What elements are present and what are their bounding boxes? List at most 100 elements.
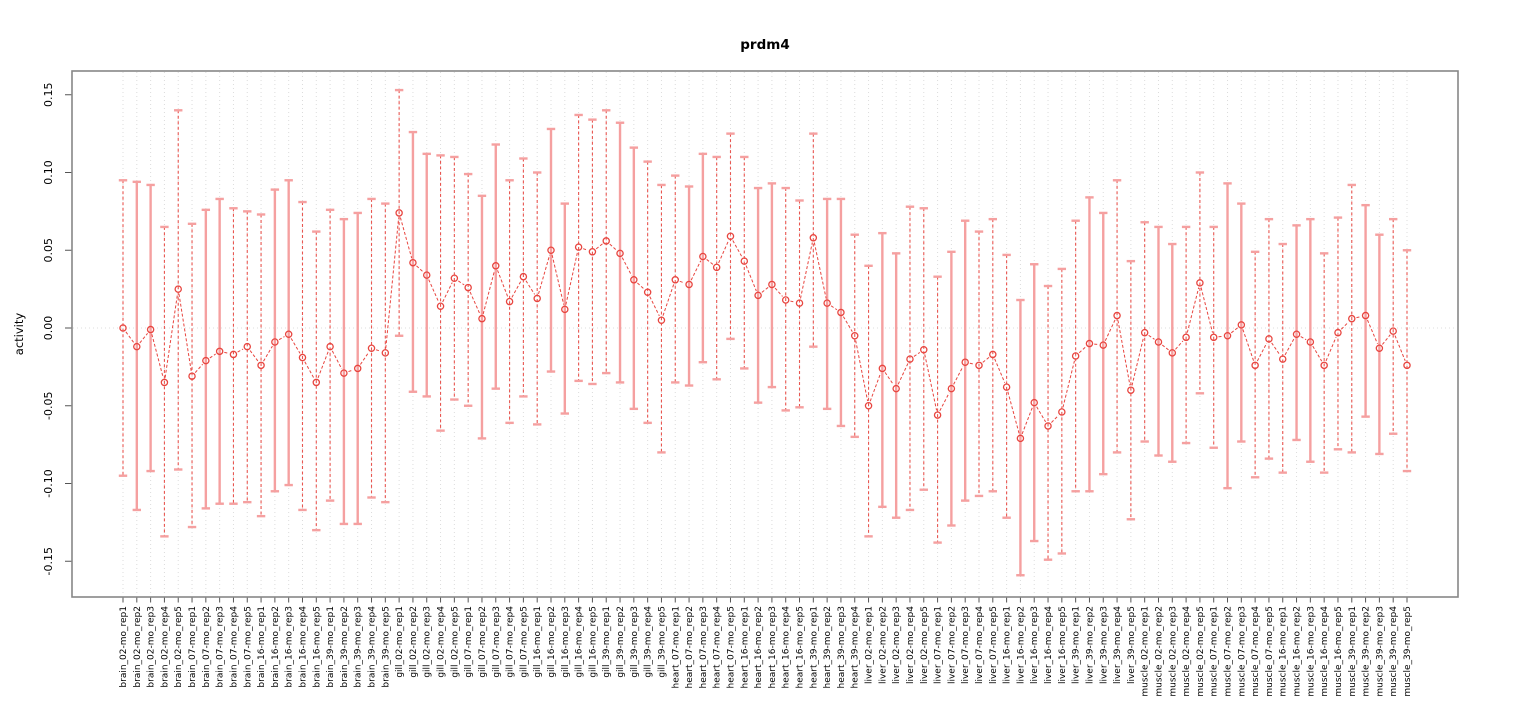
series-segment <box>469 291 481 315</box>
x-tick-label: brain_07-mo_rep3 <box>216 606 226 688</box>
series-segment <box>621 257 633 276</box>
series-segment <box>360 351 370 365</box>
data-point <box>947 384 956 393</box>
data-point <box>436 302 445 310</box>
x-tick-label: heart_16-mo_rep5 <box>796 606 806 688</box>
x-tick-label: liver_07-mo_rep1 <box>934 606 944 684</box>
data-point <box>1113 311 1121 320</box>
data-point <box>823 299 831 307</box>
series-segment <box>1117 320 1131 386</box>
y-tick-label: -0.05 <box>42 392 55 420</box>
series-segment <box>442 282 453 303</box>
series-segment <box>595 243 603 250</box>
series-segment <box>139 332 148 344</box>
series-segment <box>706 259 714 265</box>
data-point <box>795 299 804 307</box>
series-segment <box>690 260 702 281</box>
y-tick-label: 0.00 <box>42 316 55 341</box>
series-segment <box>732 240 743 258</box>
series-segment <box>982 357 990 363</box>
data-point <box>864 401 873 410</box>
series-segment <box>164 293 179 378</box>
series-segment <box>774 287 783 297</box>
series-segment <box>317 350 329 379</box>
series-segment <box>151 334 164 378</box>
x-tick-label: brain_02-mo_rep4 <box>160 606 170 688</box>
data-point <box>243 342 252 351</box>
x-tick-label: liver_07-mo_rep5 <box>989 606 999 684</box>
series-segment <box>428 279 440 303</box>
x-tick-label: liver_16-mo_rep2 <box>1016 606 1026 684</box>
data-point <box>1196 279 1204 287</box>
x-tick-label: liver_39-mo_rep3 <box>1099 606 1109 684</box>
data-point <box>906 355 914 363</box>
series-segment <box>194 363 204 373</box>
y-tick-label: -0.10 <box>42 469 55 497</box>
series-segment <box>855 340 869 402</box>
x-tick-label: gill_02-mo_rep2 <box>409 606 419 678</box>
x-tick-label: brain_16-mo_rep4 <box>298 606 308 688</box>
data-point <box>989 350 997 359</box>
x-tick-label: muscle_39-mo_rep3 <box>1375 606 1385 697</box>
data-point <box>1085 339 1094 348</box>
data-point <box>1140 328 1149 337</box>
x-tick-label: brain_07-mo_rep5 <box>243 606 253 688</box>
data-point <box>630 276 638 284</box>
x-tick-label: gill_39-mo_rep2 <box>616 606 626 678</box>
y-tick-label: -0.15 <box>42 547 55 575</box>
x-tick-label: heart_39-mo_rep3 <box>837 606 847 688</box>
series-segment <box>331 350 343 370</box>
x-tick-label: gill_16-mo_rep3 <box>561 606 571 678</box>
series-segment <box>1271 342 1281 356</box>
x-tick-label: heart_39-mo_rep2 <box>823 606 833 688</box>
series-segment <box>178 293 192 372</box>
data-point <box>547 246 555 254</box>
data-point <box>1292 330 1301 338</box>
x-tick-label: muscle_16-mo_rep4 <box>1320 606 1330 697</box>
data-point <box>160 378 169 387</box>
series-segment <box>263 345 273 362</box>
series-segment <box>278 336 285 341</box>
x-tick-label: heart_39-mo_rep1 <box>809 606 819 688</box>
x-tick-label: muscle_16-mo_rep1 <box>1279 606 1289 697</box>
x-tick-label: muscle_39-mo_rep1 <box>1348 606 1358 697</box>
x-tick-label: gill_07-mo_rep3 <box>492 606 502 678</box>
series-segment <box>1148 334 1155 340</box>
data-point <box>229 350 238 359</box>
data-point <box>533 294 541 303</box>
data-point <box>1278 355 1287 363</box>
data-point <box>850 332 859 340</box>
series-segment <box>953 366 964 385</box>
series-segment <box>249 350 259 362</box>
series-segment <box>637 282 645 290</box>
data-point <box>367 344 376 352</box>
series-segment <box>800 242 813 299</box>
x-tick-label: brain_39-mo_rep3 <box>354 606 364 688</box>
data-point <box>920 346 928 354</box>
data-point <box>519 272 528 281</box>
series-segment <box>1284 338 1295 356</box>
x-tick-label: gill_02-mo_rep5 <box>450 606 460 678</box>
x-tick-label: liver_16-mo_rep4 <box>1044 606 1054 684</box>
data-point <box>1320 361 1328 370</box>
series-segment <box>1382 334 1391 345</box>
data-point <box>1002 383 1011 391</box>
axis-layer: brain_02-mo_rep1 brain_02-mo_rep2 brain_02… <box>42 83 1413 697</box>
data-point <box>712 263 721 272</box>
data-point <box>1306 338 1315 346</box>
series-segment <box>385 217 400 349</box>
plot-border-box <box>71 70 1459 598</box>
x-tick-label: brain_07-mo_rep4 <box>229 606 239 688</box>
x-tick-label: gill_02-mo_rep3 <box>423 606 433 678</box>
x-tick-label: gill_07-mo_rep2 <box>478 606 488 678</box>
data-point <box>1237 321 1246 329</box>
data-point <box>1348 314 1356 323</box>
data-point <box>643 288 652 296</box>
x-tick-label: liver_07-mo_rep2 <box>947 606 957 684</box>
y-axis-label: activity <box>12 313 26 356</box>
x-tick-label: gill_16-mo_rep2 <box>547 606 557 678</box>
series-segment <box>939 392 950 412</box>
x-tick-label: brain_39-mo_rep4 <box>368 606 378 688</box>
series-segment <box>924 354 938 411</box>
x-tick-label: muscle_02-mo_rep2 <box>1154 606 1164 697</box>
